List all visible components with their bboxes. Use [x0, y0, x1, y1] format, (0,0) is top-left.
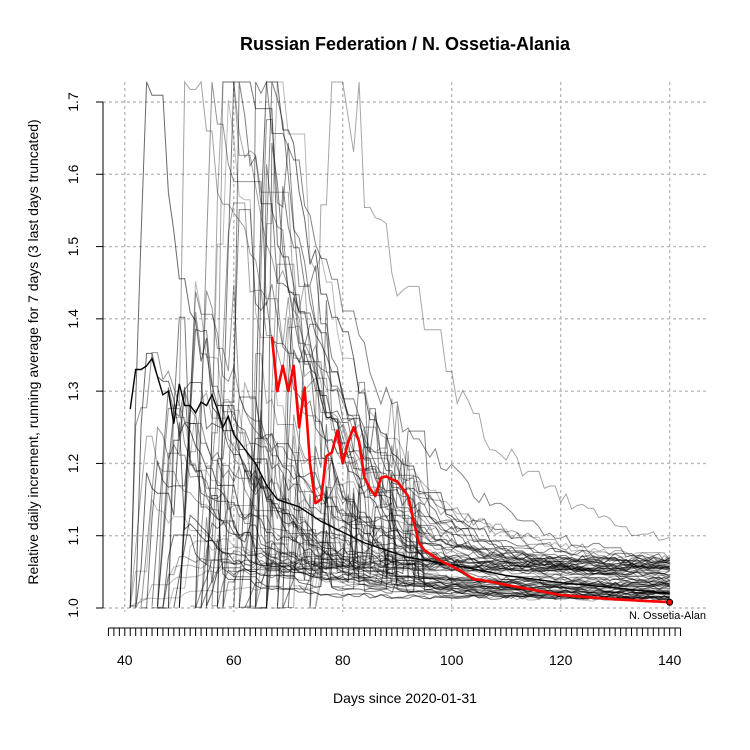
background-series-line: [239, 80, 670, 608]
reference-series-line: [129, 357, 670, 595]
background-series-line: [195, 404, 670, 609]
x-tick-label: 40: [117, 652, 133, 668]
background-series-line: [157, 489, 670, 608]
background-series-line: [266, 499, 670, 609]
x-tick-label: 100: [440, 652, 464, 668]
x-tick-label: 80: [335, 652, 351, 668]
background-series-line: [129, 352, 670, 608]
background-series-line: [157, 390, 670, 607]
background-series-line: [216, 81, 670, 609]
y-tick-label: 1.7: [65, 92, 81, 112]
background-series-line: [195, 558, 670, 609]
background-series-line: [190, 284, 670, 607]
highlight-series-line: [270, 336, 670, 604]
background-series-line: [282, 446, 670, 608]
background-series-line: [255, 81, 670, 607]
highlight-end-label: N. Ossetia-Alan: [629, 610, 706, 622]
background-series-line: [130, 352, 670, 607]
background-series-line: [200, 460, 670, 609]
background-series-line: [157, 316, 670, 607]
background-series-line: [129, 81, 670, 609]
x-tick-label: 60: [226, 652, 242, 668]
background-series-line: [178, 328, 670, 609]
x-tick-label: 120: [549, 652, 573, 668]
background-series-line: [255, 472, 670, 608]
y-axis-label: Relative daily increment, running averag…: [25, 119, 41, 584]
background-series-line: [282, 492, 670, 609]
background-series-line: [249, 81, 670, 609]
y-tick-label: 1.4: [65, 309, 81, 329]
x-tick-label: 140: [658, 652, 682, 668]
highlight-series-group: [270, 336, 674, 606]
y-tick-label: 1.3: [65, 381, 81, 401]
background-series-group: [129, 80, 671, 609]
y-tick-label: 1.0: [65, 598, 81, 618]
background-series-line: [233, 353, 670, 609]
background-series-line: [250, 118, 670, 609]
background-series-line: [315, 484, 670, 607]
axes: 1.0 1.1 1.2 1.3 1.4 1.5 1.6 1.7 40 60 80 100 120 140: [65, 92, 682, 668]
background-series-line: [157, 563, 670, 609]
background-series-line: [255, 81, 671, 608]
background-series-line: [212, 486, 670, 607]
background-series-line: [167, 80, 671, 609]
highlight-end-point: [666, 598, 674, 606]
background-series-line: [244, 485, 670, 609]
background-series-line: [206, 81, 670, 609]
background-series-line: [271, 478, 670, 609]
y-tick-label: 1.1: [65, 526, 81, 546]
reference-series-group: [129, 357, 670, 595]
background-series-line: [238, 434, 670, 608]
background-series-line: [206, 81, 670, 607]
background-series-line: [206, 99, 670, 609]
background-series-line: [266, 186, 670, 608]
background-series-line: [309, 444, 670, 609]
chart-title: Russian Federation / N. Ossetia-Alania: [240, 34, 571, 54]
background-series-line: [140, 425, 670, 608]
grid: [103, 82, 708, 612]
background-series-line: [309, 81, 670, 608]
background-series-line: [206, 404, 670, 571]
background-series-line: [135, 516, 670, 609]
background-series-line: [195, 81, 670, 609]
background-series-line: [216, 81, 670, 607]
y-tick-label: 1.2: [65, 453, 81, 473]
y-tick-label: 1.6: [65, 164, 81, 184]
x-axis-label: Days since 2020-01-31: [333, 690, 477, 706]
background-series-line: [173, 508, 670, 609]
background-series-line: [141, 423, 670, 609]
y-tick-label: 1.5: [65, 237, 81, 257]
